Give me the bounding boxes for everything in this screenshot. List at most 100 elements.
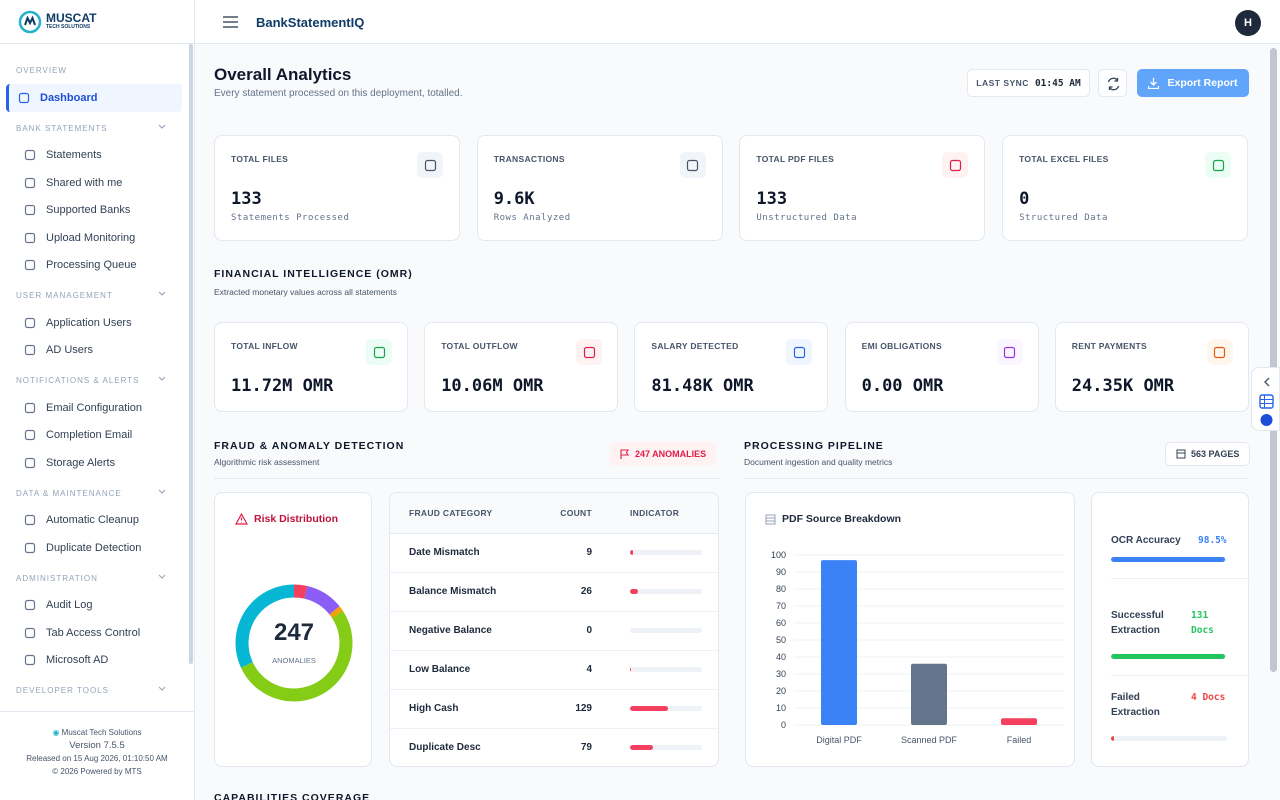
bar — [911, 663, 947, 725]
finance-card: TOTAL OUTFLOW 10.06M OMR — [424, 322, 619, 412]
icon — [24, 232, 36, 243]
nav-item[interactable]: Shared with me — [6, 169, 182, 197]
pdf-card: PDF Source Breakdown 0 10 20 30 40 50 60 70 80 90… — [745, 492, 1075, 767]
refresh-button[interactable] — [1098, 69, 1127, 97]
nav-label: Email Configuration — [46, 401, 142, 414]
sidebar: MUSCAT TECH SOLUTIONS OVERVIEW Dashboard BA… — [0, 0, 195, 800]
table-row: Date Mismatch 9 — [390, 533, 718, 573]
finance-card: SALARY DETECTED 81.48K OMR — [634, 322, 829, 412]
finance-value: 81.48K OMR — [651, 376, 754, 396]
page-subtitle: Every statement processed on this deploy… — [214, 88, 463, 99]
x-tick-label: Failed — [1007, 735, 1032, 745]
metric-label: Failed Extraction — [1111, 692, 1160, 718]
app-title: BankStatementIQ — [256, 15, 365, 30]
export-button[interactable]: Export Report — [1137, 69, 1249, 97]
nav-label: Audit Log — [46, 599, 93, 612]
indicator-cell — [620, 533, 718, 573]
menu-button[interactable] — [223, 16, 238, 28]
indicator-track — [630, 706, 702, 711]
finance-icon — [786, 339, 813, 365]
bar — [1001, 718, 1037, 725]
side-widget[interactable] — [1251, 367, 1280, 431]
section-subtitle: Extracted monetary values across all sta… — [214, 287, 397, 297]
metric-bar — [1111, 654, 1226, 659]
nav-label: Shared with me — [46, 176, 123, 189]
nav-item[interactable]: API Documentation — [6, 704, 182, 710]
icon — [1214, 346, 1226, 358]
nav-item[interactable]: Storage Alerts — [6, 449, 182, 477]
nav-section-title: BANK STATEMENTS — [0, 120, 188, 142]
icon-shape — [687, 159, 699, 171]
finance-card: TOTAL INFLOW 11.72M OMR — [214, 322, 408, 412]
finance-icon — [366, 339, 392, 365]
nav-item[interactable]: Completion Email — [6, 422, 182, 450]
nav-item[interactable]: Processing Queue — [6, 252, 182, 280]
section-subtitle: Algorithmic risk assessment — [214, 457, 320, 467]
nav-label: Duplicate Detection — [46, 541, 142, 554]
column-header: INDICATOR — [620, 493, 718, 534]
finance-value: 10.06M OMR — [441, 376, 544, 396]
logo-mark — [18, 10, 42, 33]
chevron[interactable] — [158, 376, 166, 382]
finance-icon — [1206, 339, 1233, 365]
side-widget-icons — [1259, 377, 1274, 426]
scrollbar[interactable] — [189, 44, 193, 664]
scrollbar[interactable] — [1270, 48, 1277, 672]
icon — [1212, 159, 1224, 171]
indicator-bar — [630, 667, 632, 672]
nav-label: Statements — [46, 149, 102, 162]
stat-icon — [942, 152, 969, 178]
y-tick-label: 20 — [776, 686, 786, 696]
icon-shape — [18, 92, 30, 103]
donut-segment — [235, 584, 353, 702]
metric-divider — [1111, 578, 1249, 579]
chevron[interactable] — [158, 489, 166, 495]
nav-item[interactable]: AD Users — [6, 337, 182, 365]
nav-item[interactable]: Application Users — [6, 309, 182, 337]
icon — [24, 402, 36, 413]
nav-item[interactable]: Audit Log — [6, 592, 182, 620]
donut-label: ANOMALIES — [272, 656, 316, 665]
finance-value: 11.72M OMR — [231, 376, 334, 396]
icon — [24, 430, 36, 441]
donut-chart: 247 ANOMALIES — [235, 584, 353, 702]
category: Negative Balance — [390, 611, 540, 651]
nav-item[interactable]: Dashboard — [6, 84, 182, 112]
finance-label: TOTAL OUTFLOW — [441, 341, 518, 351]
nav-label: Storage Alerts — [46, 456, 116, 469]
nav-label: Microsoft AD — [46, 654, 109, 667]
pages-icon — [1176, 449, 1186, 459]
icon — [24, 655, 36, 666]
section-title: FINANCIAL INTELLIGENCE (OMR) — [214, 268, 413, 280]
stat-label: TOTAL FILES — [231, 154, 289, 164]
brand-name: MUSCAT — [46, 11, 97, 25]
avatar[interactable]: H — [1235, 10, 1261, 36]
nav-item[interactable]: Microsoft AD — [6, 647, 182, 675]
icon-shape — [24, 177, 36, 188]
risk-title: Risk Distribution — [235, 513, 338, 525]
nav-item[interactable]: Upload Monitoring — [6, 224, 182, 252]
count: 26 — [540, 572, 620, 612]
chevron[interactable] — [158, 574, 166, 580]
nav-item[interactable]: Statements — [6, 142, 182, 170]
table-body: Date Mismatch 9 Balance Mismatch 26 Negative… — [390, 533, 718, 766]
nav-item[interactable]: Automatic Cleanup — [6, 507, 182, 535]
chevron[interactable] — [158, 686, 166, 692]
table-row: Duplicate Desc 79 — [390, 728, 718, 766]
chevron[interactable] — [158, 124, 166, 130]
nav-item[interactable]: Tab Access Control — [6, 619, 182, 647]
icon — [24, 542, 36, 553]
nav-item[interactable]: Email Configuration — [6, 394, 182, 422]
stat-card: TOTAL EXCEL FILES 0 Structured Data — [1002, 135, 1249, 241]
nav-section-title: NOTIFICATIONS & ALERTS — [0, 372, 188, 394]
icon-shape — [24, 260, 36, 271]
nav-item[interactable]: Supported Banks — [6, 197, 182, 225]
metric-label: Successful Extraction — [1111, 610, 1164, 636]
y-tick-label: 50 — [776, 635, 786, 645]
chevron[interactable] — [158, 291, 166, 297]
stat-label: TRANSACTIONS — [493, 154, 565, 164]
icon-shape — [24, 150, 36, 161]
finance-label: RENT PAYMENTS — [1071, 341, 1148, 351]
sidebar-footer: ◉ Muscat Tech Solutions Version 7.5.5 Re… — [0, 711, 194, 800]
nav-item[interactable]: Duplicate Detection — [6, 534, 182, 562]
